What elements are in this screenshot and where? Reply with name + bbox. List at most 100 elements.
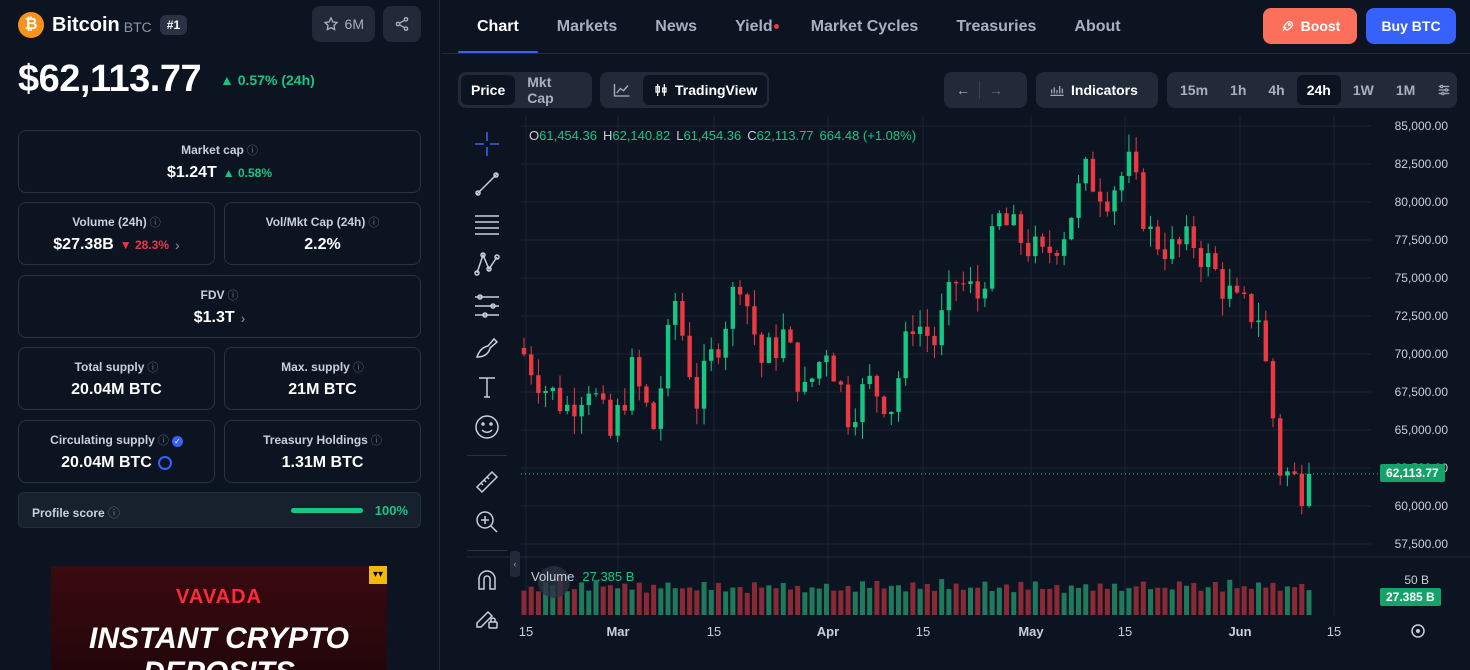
volume-bar: [1277, 590, 1283, 615]
interval-1w[interactable]: 1W: [1352, 82, 1374, 98]
emoji-icon[interactable]: [467, 409, 507, 445]
magnet-icon[interactable]: [467, 562, 507, 598]
volume-bar: [1112, 583, 1118, 615]
advertisement-banner[interactable]: ▾▾ VAVADA INSTANT CRYPTO DEPOSITS: [51, 566, 387, 670]
y-tick-label: 67,500.00: [1395, 385, 1449, 399]
lock-drawing-icon[interactable]: [467, 600, 507, 636]
candle-body: [809, 378, 815, 382]
ohlc-open: 61,454.36: [539, 128, 597, 143]
volume-bar: [1126, 588, 1132, 615]
market-cap-card: Market cap ⓘ $1.24T ▲ 0.58%: [18, 130, 421, 193]
candle-body: [1054, 252, 1060, 256]
candle-body: [968, 281, 973, 284]
volume-bar: [975, 587, 981, 615]
volume-bar: [658, 588, 664, 615]
info-icon[interactable]: ⓘ: [227, 290, 239, 302]
indicators-button[interactable]: Indicators: [1039, 75, 1148, 105]
arrow-left-icon[interactable]: ←: [956, 82, 970, 98]
chevron-right-icon: ›: [240, 310, 246, 326]
candle-body: [1169, 239, 1175, 260]
chart-type-toggle: TradingView: [600, 72, 769, 108]
watchlist-button[interactable]: 6M: [311, 6, 375, 42]
volume-bar: [651, 584, 657, 615]
boost-button[interactable]: Boost: [1263, 8, 1357, 44]
max-supply-card: Max. supply ⓘ 21M BTC: [224, 347, 421, 410]
mkt-cap-option[interactable]: Mkt Cap: [527, 74, 554, 106]
circulating-supply-value: 20.04M BTC: [61, 454, 152, 471]
text-tool-icon[interactable]: [467, 369, 507, 405]
collapse-toolbar-icon[interactable]: ‹: [510, 551, 520, 577]
price-option[interactable]: Price: [461, 75, 516, 105]
chart-settings-icon[interactable]: [1427, 75, 1461, 105]
tab-treasuries[interactable]: Treasuries: [956, 18, 1037, 35]
ruler-icon[interactable]: [467, 464, 507, 500]
volume-bar: [1054, 585, 1060, 615]
volume-bar: [780, 583, 786, 615]
volume-bar: [672, 588, 678, 615]
tab-chart[interactable]: Chart: [458, 0, 538, 54]
line-chart-option[interactable]: [603, 75, 641, 105]
axis-settings-icon-center: [1416, 629, 1420, 633]
y-tick-label: 65,000.00: [1395, 423, 1449, 437]
volume-bar: [1191, 583, 1197, 615]
candle-body: [1047, 246, 1052, 253]
axis-settings-icon[interactable]: [1411, 624, 1425, 638]
crosshair-icon[interactable]: [467, 126, 507, 162]
volume-axis-tick: 50 B: [1404, 573, 1429, 587]
fdv-card[interactable]: FDV ⓘ $1.3T ›: [18, 275, 421, 338]
volume-bar: [571, 589, 577, 615]
candle-body: [766, 337, 772, 363]
volume-bar: [1097, 583, 1103, 615]
tab-markets[interactable]: Markets: [556, 18, 618, 35]
interval-15m[interactable]: 15m: [1180, 82, 1209, 98]
candle-body: [1241, 292, 1247, 295]
candle-body: [982, 288, 988, 299]
tab-yield[interactable]: Yield: [716, 0, 792, 54]
x-tick-label: May: [1018, 624, 1044, 639]
verified-check-icon: ✓: [171, 436, 183, 447]
candle-body: [759, 334, 764, 363]
volume-bar: [787, 589, 793, 615]
info-icon[interactable]: ⓘ: [157, 435, 169, 447]
tradingview-label: TradingView: [675, 82, 758, 98]
candle-body: [622, 405, 628, 411]
tradingview-option[interactable]: TradingView: [643, 75, 768, 105]
tab-about[interactable]: About: [1074, 18, 1121, 35]
info-icon[interactable]: ⓘ: [352, 362, 364, 374]
pattern-tool-icon[interactable]: [467, 246, 507, 282]
interval-4h[interactable]: 4h: [1268, 82, 1285, 98]
profile-score: Profile score ⓘ 100%: [18, 492, 421, 528]
interval-24h[interactable]: 24h: [1296, 75, 1341, 105]
x-tick-label: Mar: [606, 624, 629, 639]
tab-news[interactable]: News: [655, 18, 698, 35]
indicators-icon: [1050, 86, 1064, 96]
volume-bar: [694, 590, 700, 615]
horizontal-lines-icon[interactable]: [467, 206, 507, 242]
coin-header: ₿ Bitcoin BTC #1: [18, 12, 188, 38]
coin-info-panel: ₿ Bitcoin BTC #1 6M $62,113.77 ▲ 0.57% (…: [0, 0, 440, 670]
arrow-right-icon[interactable]: →: [989, 82, 1003, 98]
info-icon[interactable]: ⓘ: [149, 217, 161, 229]
fib-tool-icon[interactable]: [467, 288, 507, 324]
ohlc-change: 664.48 (+1.08%): [819, 128, 917, 143]
info-icon[interactable]: ⓘ: [108, 506, 121, 520]
volume-card[interactable]: Volume (24h) ⓘ $27.38B ▼ 28.3% ›: [18, 202, 215, 265]
trend-line-icon[interactable]: [467, 166, 507, 202]
buy-btc-button[interactable]: Buy BTC: [1366, 8, 1456, 44]
volume-bar: [1162, 587, 1168, 615]
zoom-in-icon[interactable]: [467, 504, 507, 540]
interval-1m[interactable]: 1M: [1395, 82, 1416, 98]
candle-body: [1061, 239, 1067, 256]
tab-market-cycles[interactable]: Market Cycles: [810, 18, 919, 35]
volume-bar: [679, 588, 685, 615]
brush-icon[interactable]: [467, 330, 507, 366]
info-icon[interactable]: ⓘ: [368, 217, 380, 229]
share-button[interactable]: [383, 6, 421, 42]
treasury-holdings-label: Treasury Holdings: [263, 433, 368, 447]
ad-headline-2: DEPOSITS: [51, 656, 387, 670]
candle-body: [1097, 191, 1103, 202]
interval-1h[interactable]: 1h: [1230, 82, 1247, 98]
info-icon[interactable]: ⓘ: [246, 145, 258, 157]
info-icon[interactable]: ⓘ: [370, 435, 382, 447]
info-icon[interactable]: ⓘ: [147, 362, 159, 374]
